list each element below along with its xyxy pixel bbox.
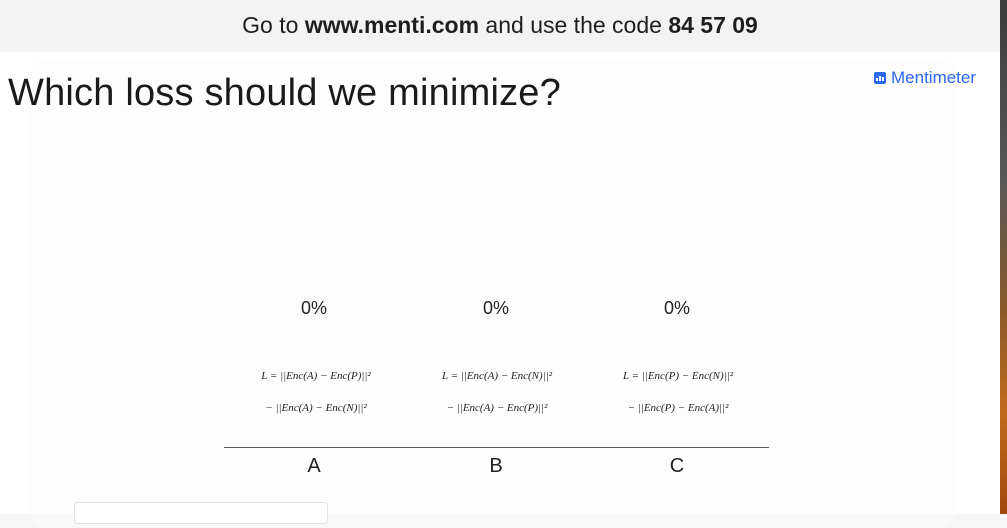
- formula-c-line1: L = ||Enc(P) − Enc(N)||²: [622, 370, 734, 382]
- option-formula-c: L = ||Enc(P) − Enc(N)||² − ||Enc(P) − En…: [598, 360, 758, 424]
- formula-c-line2: − ||Enc(P) − Enc(A)||²: [627, 402, 729, 414]
- formula-a-line1: L = ||Enc(A) − Enc(P)||²: [261, 370, 371, 382]
- category-label-c: C: [669, 455, 685, 477]
- option-formula-b: L = ||Enc(A) − Enc(N)||² − ||Enc(A) − En…: [417, 360, 577, 424]
- brand-label: Mentimeter: [891, 68, 977, 87]
- join-code: 84 57 09: [668, 11, 758, 38]
- mentimeter-logo-icon: [874, 72, 886, 84]
- question-title: Which loss should we minimize?: [8, 72, 561, 114]
- formula-a-line2: − ||Enc(A) − Enc(N)||²: [265, 402, 367, 414]
- formula-b-line1: L = ||Enc(A) − Enc(N)||²: [441, 370, 553, 382]
- option-formula-a: L = ||Enc(A) − Enc(P)||² − ||Enc(A) − En…: [236, 360, 396, 424]
- desktop-background-strip: [1000, 0, 1007, 514]
- category-label-b: B: [489, 455, 503, 477]
- slide-panel: [28, 58, 958, 528]
- bar-value-label-a: 0%: [300, 298, 327, 318]
- partial-card: [74, 502, 328, 524]
- join-middle: and use the code: [479, 11, 669, 38]
- mentimeter-brand[interactable]: Mentimeter: [874, 68, 976, 88]
- join-prefix: Go to: [242, 11, 305, 38]
- bar-value-label-b: 0%: [482, 298, 509, 318]
- category-label-a: A: [307, 455, 321, 477]
- formula-b-line2: − ||Enc(A) − Enc(P)||²: [446, 402, 548, 414]
- chart-baseline: [224, 447, 769, 448]
- bar-value-label-c: 0%: [663, 298, 690, 318]
- join-instructions-bar: Go to www.menti.com and use the code 84 …: [0, 0, 1000, 50]
- join-url[interactable]: www.menti.com: [304, 11, 480, 38]
